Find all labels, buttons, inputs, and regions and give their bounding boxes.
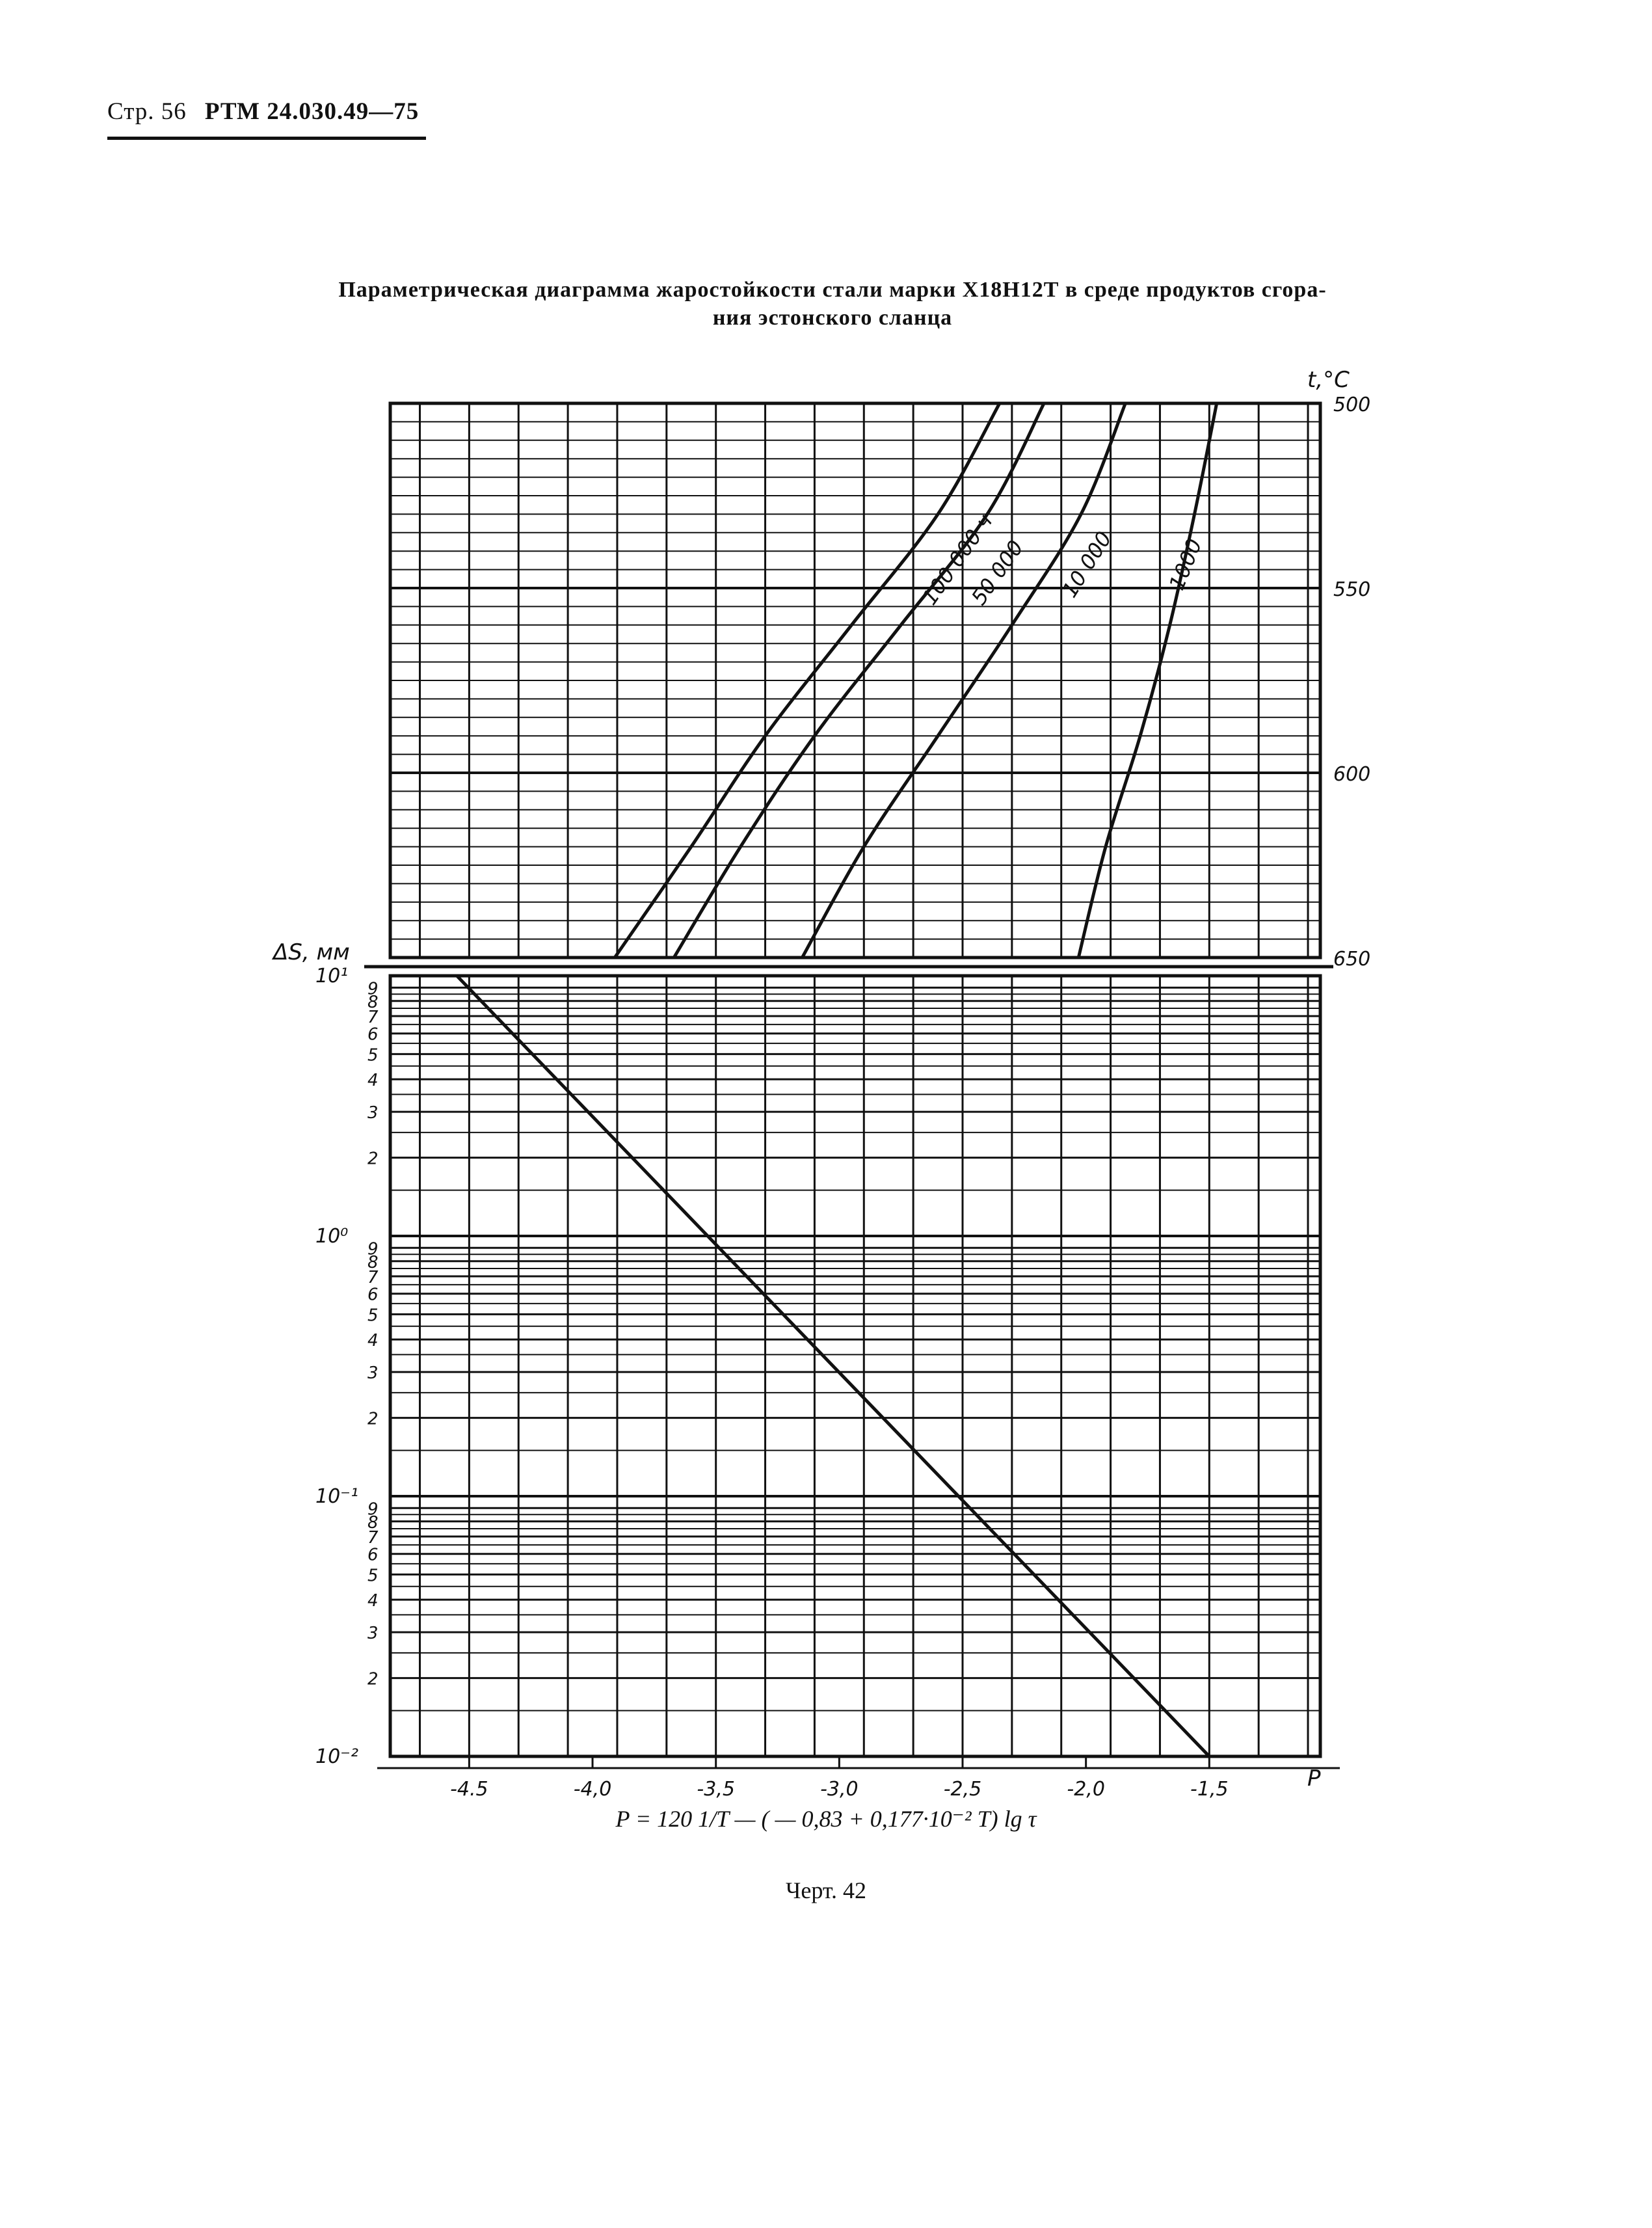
x-tick-label: -4.5 bbox=[450, 1778, 488, 1801]
y-tick-label-temperature: 650 bbox=[1333, 948, 1370, 971]
header-rule bbox=[107, 137, 426, 140]
creep-curve-1 bbox=[613, 402, 1002, 959]
y-minor-label: 5 bbox=[367, 1566, 379, 1585]
y-minor-label: 6 bbox=[367, 1025, 379, 1045]
y-decade-label: 10⁻¹ bbox=[315, 1485, 358, 1508]
chart-labels: 100 000 ч50 000 10 000 1000500550600650t,°… bbox=[271, 367, 1370, 1801]
chart-title-line-2: ния эстонского сланца bbox=[712, 306, 953, 330]
y-minor-label: 5 bbox=[367, 1306, 379, 1325]
x-tick-label: -1,5 bbox=[1190, 1778, 1229, 1801]
y-minor-label: 4 bbox=[367, 1331, 379, 1350]
y-minor-label: 4 bbox=[367, 1071, 379, 1090]
y-minor-label: 2 bbox=[367, 1410, 379, 1429]
chart-curves bbox=[455, 402, 1219, 1758]
y-minor-label: 3 bbox=[367, 1103, 379, 1123]
y-minor-label: 7 bbox=[367, 1268, 379, 1287]
chart-title-line-1: Параметрическая диаграмма жаростойкости … bbox=[338, 278, 1327, 302]
y-minor-label: 2 bbox=[367, 1149, 379, 1169]
y-minor-label: 7 bbox=[367, 1528, 379, 1548]
y-axis-label-temperature: t,°C bbox=[1307, 367, 1350, 393]
y-tick-label-temperature: 500 bbox=[1333, 394, 1370, 416]
y-minor-label: 9 bbox=[367, 1239, 379, 1259]
y-axis-label-thickness: ΔS, мм bbox=[271, 939, 350, 965]
y-minor-label: 3 bbox=[367, 1363, 379, 1383]
y-minor-label: 9 bbox=[367, 1499, 379, 1519]
x-axis-label: P bbox=[1307, 1765, 1321, 1792]
x-tick-label: -3,0 bbox=[820, 1778, 859, 1801]
y-tick-label-temperature: 600 bbox=[1333, 763, 1370, 786]
oxidation-depth-line bbox=[455, 974, 1211, 1758]
y-decade-label: 10⁰ bbox=[315, 1225, 348, 1248]
figure-caption: Черт. 42 bbox=[786, 1877, 866, 1903]
panel-frames bbox=[364, 401, 1340, 1769]
lower-panel-grid bbox=[390, 976, 1320, 1768]
lower-panel-frame bbox=[388, 974, 1322, 1758]
y-tick-label-temperature: 550 bbox=[1333, 578, 1370, 601]
y-minor-label: 8 bbox=[367, 1253, 379, 1272]
x-tick-label: -2,5 bbox=[944, 1778, 982, 1801]
y-minor-label: 3 bbox=[367, 1624, 379, 1643]
formula: P = 120 1/T — ( — 0,83 + 0,177·10⁻² T) l… bbox=[615, 1806, 1037, 1832]
y-minor-label: 8 bbox=[367, 1513, 379, 1533]
upper-panel-frame bbox=[388, 401, 1322, 960]
y-minor-label: 9 bbox=[367, 979, 379, 999]
creep-curve-4 bbox=[1076, 403, 1219, 958]
x-tick-label: -4,0 bbox=[574, 1778, 612, 1801]
y-minor-label: 8 bbox=[367, 993, 379, 1012]
y-minor-label: 2 bbox=[367, 1670, 379, 1689]
y-minor-label: 6 bbox=[367, 1546, 379, 1565]
page-header: Стр. 56 РТМ 24.030.49—75 bbox=[107, 98, 419, 126]
creep-curve-2 bbox=[673, 402, 1046, 959]
creep-curve-3 bbox=[801, 403, 1127, 959]
y-minor-label: 7 bbox=[367, 1008, 379, 1027]
x-tick-label: -2,0 bbox=[1067, 1778, 1105, 1801]
document-code: РТМ 24.030.49—75 bbox=[204, 98, 420, 125]
curve-label: 1000 bbox=[1164, 535, 1207, 594]
x-tick-label: -3,5 bbox=[697, 1778, 735, 1801]
y-decade-label: 10⁻² bbox=[315, 1745, 358, 1768]
page-number: Стр. 56 bbox=[107, 98, 187, 125]
y-decade-label: 10¹ bbox=[315, 965, 348, 987]
y-minor-label: 4 bbox=[367, 1591, 379, 1611]
y-minor-label: 5 bbox=[367, 1045, 379, 1065]
y-minor-label: 6 bbox=[367, 1285, 379, 1305]
